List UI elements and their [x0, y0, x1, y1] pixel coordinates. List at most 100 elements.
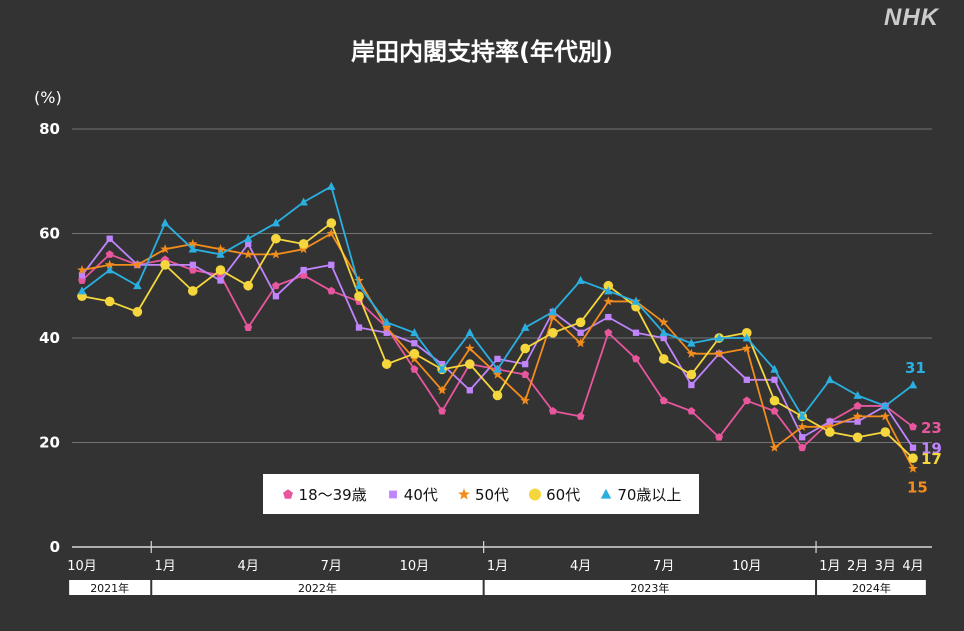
data-point: [853, 390, 862, 399]
data-point: [825, 427, 835, 437]
data-point: [215, 265, 226, 275]
data-point: [188, 238, 198, 249]
data-point: [881, 401, 890, 410]
data-point: [106, 235, 113, 242]
data-point: [660, 334, 667, 342]
y-tick-label: 0: [50, 538, 60, 556]
x-tick-label: 2月: [847, 559, 868, 574]
data-point: [825, 375, 835, 384]
data-point: [188, 244, 197, 253]
series-line: [81, 222, 914, 459]
data-point: [438, 360, 446, 368]
data-point: [769, 395, 780, 406]
chart-title: 岸田内閣支持率(年代別): [351, 38, 613, 66]
data-point: [493, 364, 502, 373]
x-tick-label: 4月: [570, 559, 591, 574]
data-point: [548, 406, 557, 415]
year-label-box: [152, 580, 483, 595]
data-point: [548, 307, 558, 316]
data-point: [603, 296, 614, 306]
data-point: [631, 296, 641, 305]
data-point: [575, 317, 586, 328]
legend-marker: [388, 490, 397, 499]
data-point: [659, 396, 668, 405]
data-point: [880, 427, 891, 437]
series-1: 19: [78, 235, 942, 458]
data-point: [160, 244, 170, 254]
data-point: [714, 333, 724, 342]
data-point: [854, 418, 861, 425]
square-marker-icon: [388, 490, 397, 499]
x-tick-label: 3月: [875, 559, 896, 574]
data-point: [104, 259, 115, 269]
year-label: 2022年: [298, 581, 337, 595]
data-point: [243, 249, 253, 259]
data-point: [603, 280, 614, 291]
year-label: 2023年: [630, 581, 669, 595]
data-point: [686, 369, 697, 380]
data-point: [492, 390, 503, 401]
data-point: [299, 197, 308, 206]
legend-marker: [601, 488, 612, 499]
data-point: [105, 265, 114, 274]
data-point: [658, 317, 669, 327]
data-point: [770, 364, 779, 373]
data-point: [686, 348, 697, 358]
data-point: [548, 327, 558, 338]
data-point: [715, 433, 724, 441]
data-point: [410, 365, 419, 373]
data-point: [826, 418, 834, 425]
data-point: [908, 380, 918, 389]
x-tick-label: 1月: [819, 559, 840, 574]
data-point: [492, 369, 503, 379]
legend-marker: [282, 489, 293, 499]
y-axis-unit-label: (%): [34, 88, 62, 107]
year-label-box: [484, 580, 816, 595]
end-value-label: 15: [907, 479, 928, 497]
legend-label: 18〜39歳: [298, 485, 367, 504]
data-point: [604, 328, 613, 337]
year-label-box: [69, 580, 151, 595]
data-point: [741, 327, 752, 338]
legend-label: 70歳以上: [617, 485, 682, 504]
series-4: 31: [77, 181, 926, 420]
data-point: [245, 240, 252, 248]
data-point: [465, 328, 474, 337]
data-point: [217, 277, 224, 284]
data-point: [132, 307, 143, 317]
data-point: [464, 359, 475, 369]
data-point: [659, 328, 668, 337]
legend-marker: [529, 488, 542, 501]
data-point: [799, 434, 806, 441]
data-point: [326, 218, 337, 228]
data-point: [908, 453, 918, 464]
data-point: [160, 260, 170, 270]
data-point: [521, 370, 530, 378]
data-point: [520, 395, 530, 405]
pentagon-marker-icon: [282, 489, 293, 499]
data-point: [409, 348, 420, 359]
data-point: [77, 286, 87, 295]
data-point: [327, 286, 336, 295]
data-point: [355, 324, 363, 331]
data-point: [909, 422, 917, 431]
series-line: [81, 253, 914, 449]
x-tick-label: 10月: [67, 559, 97, 574]
x-tick-label: 1月: [154, 559, 175, 574]
year-label: 2024年: [852, 581, 891, 595]
legend-item-60s: 60代: [528, 484, 580, 505]
y-tick-label: 20: [39, 434, 60, 452]
legend-item-70-plus: 70歳以上: [599, 484, 681, 505]
x-tick-label: 4月: [902, 559, 923, 574]
data-point: [328, 261, 335, 268]
x-tick-label: 7月: [653, 559, 674, 574]
data-point: [189, 261, 196, 268]
data-point: [575, 338, 586, 348]
data-point: [354, 275, 364, 285]
x-tick-label: 10月: [732, 559, 762, 574]
data-point: [658, 354, 669, 364]
nhk-logo: NHK: [884, 4, 939, 31]
data-point: [244, 234, 253, 243]
y-tick-label: 40: [39, 329, 60, 347]
